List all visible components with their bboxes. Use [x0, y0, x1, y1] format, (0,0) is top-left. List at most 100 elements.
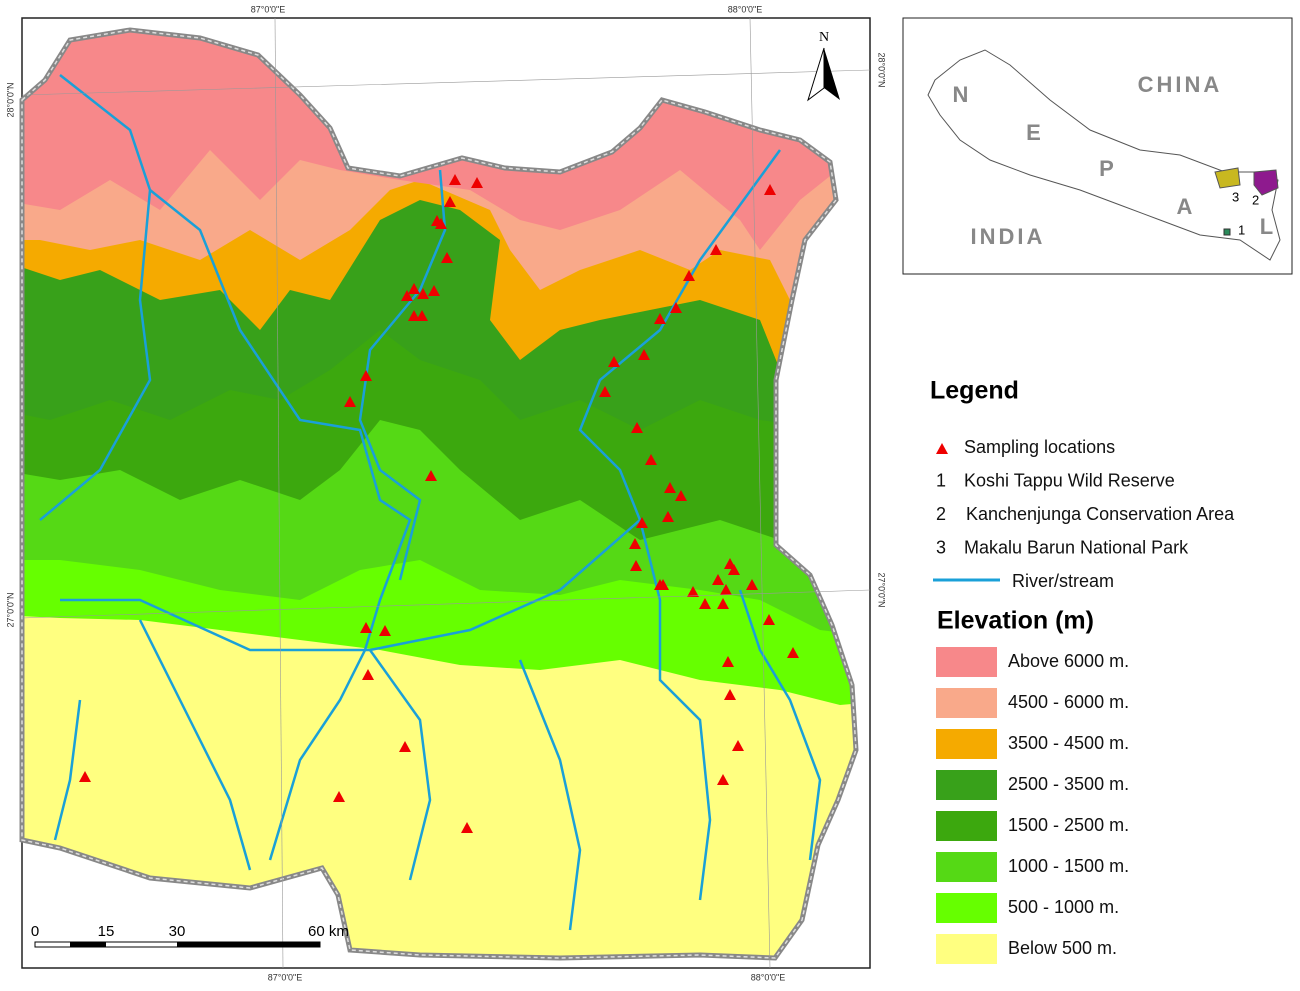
sampling-point [461, 822, 473, 833]
sampling-point [699, 598, 711, 609]
legend-number: 1 [936, 470, 946, 490]
parallel [21, 589, 871, 619]
scale-bar: 0 15 30 60 km [31, 923, 349, 948]
elevation-label: 2500 - 3500 m. [1008, 774, 1129, 794]
sampling-point [630, 560, 642, 571]
elevation-swatch [936, 852, 997, 882]
river [39, 74, 152, 521]
legend-number: 3 [936, 537, 946, 557]
scale-label: 60 km [308, 923, 349, 940]
coord-label: 27°0'0"N [877, 572, 887, 607]
sampling-point [675, 490, 687, 501]
coord-label: 28°0'0"N [877, 52, 887, 87]
inset-letter: E [1026, 120, 1044, 145]
sampling-point [449, 174, 461, 185]
rivers [39, 74, 822, 931]
sampling-point [636, 517, 648, 528]
sampling-point [79, 771, 91, 782]
inset-letter: A [1177, 194, 1196, 219]
sampling-point [441, 252, 453, 263]
sampling-point [360, 370, 372, 381]
inset-letter: L [1260, 214, 1276, 239]
area-2 [1253, 169, 1279, 196]
inset-number: 3 [1232, 189, 1239, 204]
sampling-point [720, 584, 732, 595]
sampling-point [629, 538, 641, 549]
coord-label: 87°0'0"E [268, 972, 303, 982]
meridian [749, 17, 771, 969]
sampling-point [631, 422, 643, 433]
inset-country: INDIA [971, 224, 1046, 249]
coord-label: 27°0'0"N [5, 592, 15, 627]
legend-label: Kanchenjunga Conservation Area [966, 504, 1235, 524]
sampling-point [471, 177, 483, 188]
coord-label: 88°0'0"E [751, 972, 786, 982]
scale-bar-seg [177, 942, 320, 947]
inset-number: 1 [1238, 222, 1245, 237]
elevation-swatch [936, 934, 997, 964]
elevation-swatch [936, 811, 997, 841]
legend: Legend Elevation (m) Sampling locations 1… [930, 377, 1235, 964]
scale-bar-seg [70, 942, 106, 947]
sampling-point [417, 288, 429, 299]
sampling-point [654, 313, 666, 324]
sampling-point [724, 689, 736, 700]
sampling-point [670, 302, 682, 313]
sampling-point [360, 622, 372, 633]
sampling-points [79, 174, 799, 833]
sampling-point [401, 290, 413, 301]
legend-title: Legend [930, 377, 1019, 405]
elevation-label: 1000 - 1500 m. [1008, 856, 1129, 876]
north-label: N [819, 30, 829, 45]
sampling-point [379, 625, 391, 636]
elevation-label: 1500 - 2500 m. [1008, 815, 1129, 835]
sampling-point [787, 647, 799, 658]
river [368, 649, 432, 881]
elevation-label: Below 500 m. [1008, 938, 1117, 958]
sampling-point [408, 283, 420, 294]
inset-map: CHINA INDIA N E P A L 1 2 3 [902, 17, 1293, 275]
sampling-point [425, 470, 437, 481]
legend-label: River/stream [1012, 571, 1114, 591]
scale-label: 30 [169, 923, 186, 940]
area-3 [1214, 167, 1241, 189]
sampling-point [717, 598, 729, 609]
meridian [274, 17, 284, 969]
sampling-point [435, 218, 447, 229]
river [53, 699, 82, 841]
elevation-label: 500 - 1000 m. [1008, 897, 1119, 917]
inset-letter: P [1099, 156, 1117, 181]
sampling-point [664, 482, 676, 493]
sampling-point [712, 574, 724, 585]
sampling-point [662, 511, 674, 522]
elevation-label: Above 6000 m. [1008, 651, 1129, 671]
inset-letter: N [953, 82, 972, 107]
sampling-point [344, 396, 356, 407]
inset-frame [902, 17, 1293, 275]
north-arrow [824, 48, 840, 100]
sampling-point [599, 386, 611, 397]
river [358, 169, 447, 581]
sampling-point [710, 244, 722, 255]
sampling-point [764, 184, 776, 195]
scale-label: 15 [98, 923, 115, 940]
legend-label: Sampling locations [964, 437, 1115, 457]
sampling-point [416, 310, 428, 321]
nepal-outline [927, 49, 1281, 261]
sampling-point [683, 270, 695, 281]
sampling-point [362, 669, 374, 680]
legend-label: Koshi Tappu Wild Reserve [964, 470, 1175, 490]
sampling-point [722, 656, 734, 667]
elevation-title: Elevation (m) [937, 607, 1094, 635]
elevation-swatch [936, 647, 997, 677]
legend-number: 2 [936, 504, 946, 524]
legend-label: Makalu Barun National Park [964, 537, 1189, 557]
sampling-point [408, 310, 420, 321]
elevation-swatch [936, 729, 997, 759]
coord-label: 28°0'0"N [5, 82, 15, 117]
area-1 [1223, 228, 1231, 236]
river [149, 189, 412, 861]
sampling-point [333, 791, 345, 802]
sampling-point [638, 349, 650, 360]
